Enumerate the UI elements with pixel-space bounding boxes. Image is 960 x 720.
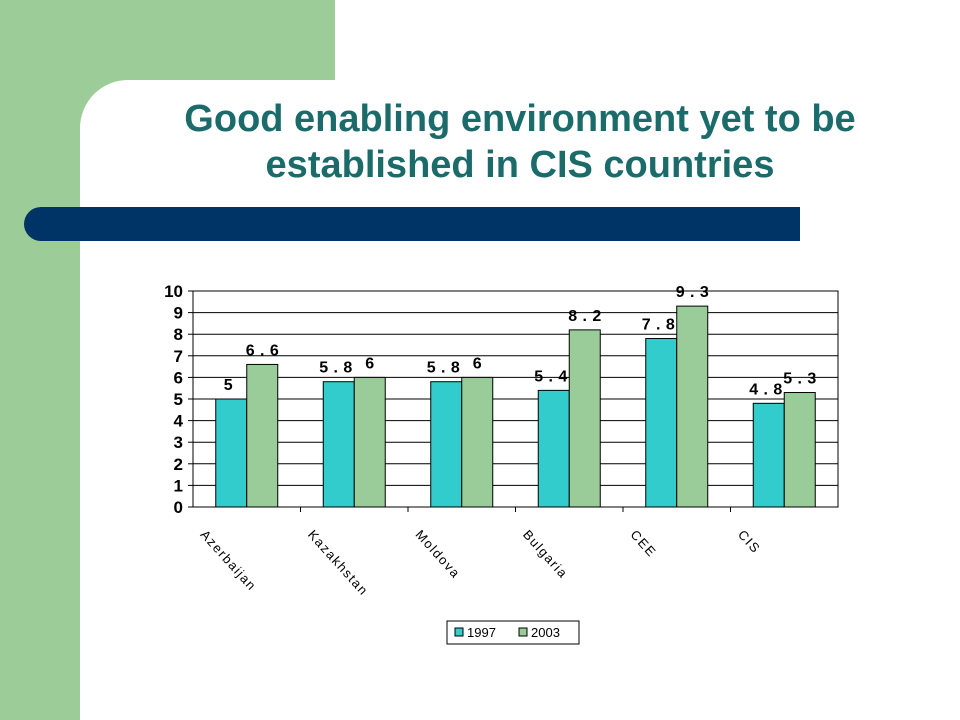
data-label: 5	[224, 377, 233, 394]
y-tick-label: 5	[174, 390, 183, 409]
slide-title: Good enabling environment yet to be esta…	[80, 96, 960, 188]
y-tick-label: 9	[174, 304, 183, 323]
bar	[645, 338, 678, 508]
data-label: 9.3	[676, 284, 709, 301]
y-tick-label: 4	[174, 412, 184, 431]
x-tick-label: Moldova	[413, 527, 464, 581]
x-tick-label: Azerbaijan	[198, 527, 260, 594]
legend-label: 1997	[467, 625, 496, 640]
data-label: 5.8	[319, 360, 352, 377]
x-tick-label: Kazakhstan	[305, 527, 372, 599]
data-label: 6.6	[246, 342, 279, 359]
title-line-2: established in CIS countries	[265, 144, 775, 186]
bar	[215, 398, 248, 508]
data-label: 5.3	[783, 371, 816, 388]
bar	[752, 402, 785, 508]
y-tick-label: 10	[164, 282, 183, 301]
data-label: 7.8	[642, 317, 675, 334]
data-label: 4.8	[749, 381, 782, 398]
y-tick-label: 0	[174, 498, 183, 517]
data-label: 6	[365, 355, 374, 372]
y-tick-label: 8	[174, 325, 183, 344]
bar	[246, 363, 279, 508]
bar	[783, 392, 816, 508]
y-tick-label: 2	[174, 455, 183, 474]
bar	[537, 389, 570, 508]
legend-label: 2003	[531, 625, 560, 640]
bar	[676, 305, 709, 508]
y-tick-label: 6	[174, 368, 183, 387]
title-underline-bar	[24, 207, 800, 241]
legend	[446, 620, 580, 645]
data-label: 6	[473, 355, 482, 372]
data-label: 8.2	[568, 308, 601, 325]
bar	[568, 329, 601, 508]
y-tick-label: 1	[174, 476, 183, 495]
x-tick-label: CEE	[628, 527, 660, 560]
data-label: 5.4	[534, 368, 567, 385]
x-tick-label: Bulgaria	[520, 527, 571, 581]
bar	[322, 381, 355, 508]
x-tick-label: CIS	[735, 527, 764, 556]
legend-swatch	[454, 627, 464, 637]
y-tick-label: 3	[174, 433, 183, 452]
bar	[430, 381, 463, 508]
legend-swatch	[518, 627, 528, 637]
data-label: 5.8	[427, 360, 460, 377]
title-line-1: Good enabling environment yet to be	[184, 98, 856, 140]
y-tick-label: 7	[174, 347, 183, 366]
bar	[461, 376, 494, 508]
bar	[353, 376, 386, 508]
